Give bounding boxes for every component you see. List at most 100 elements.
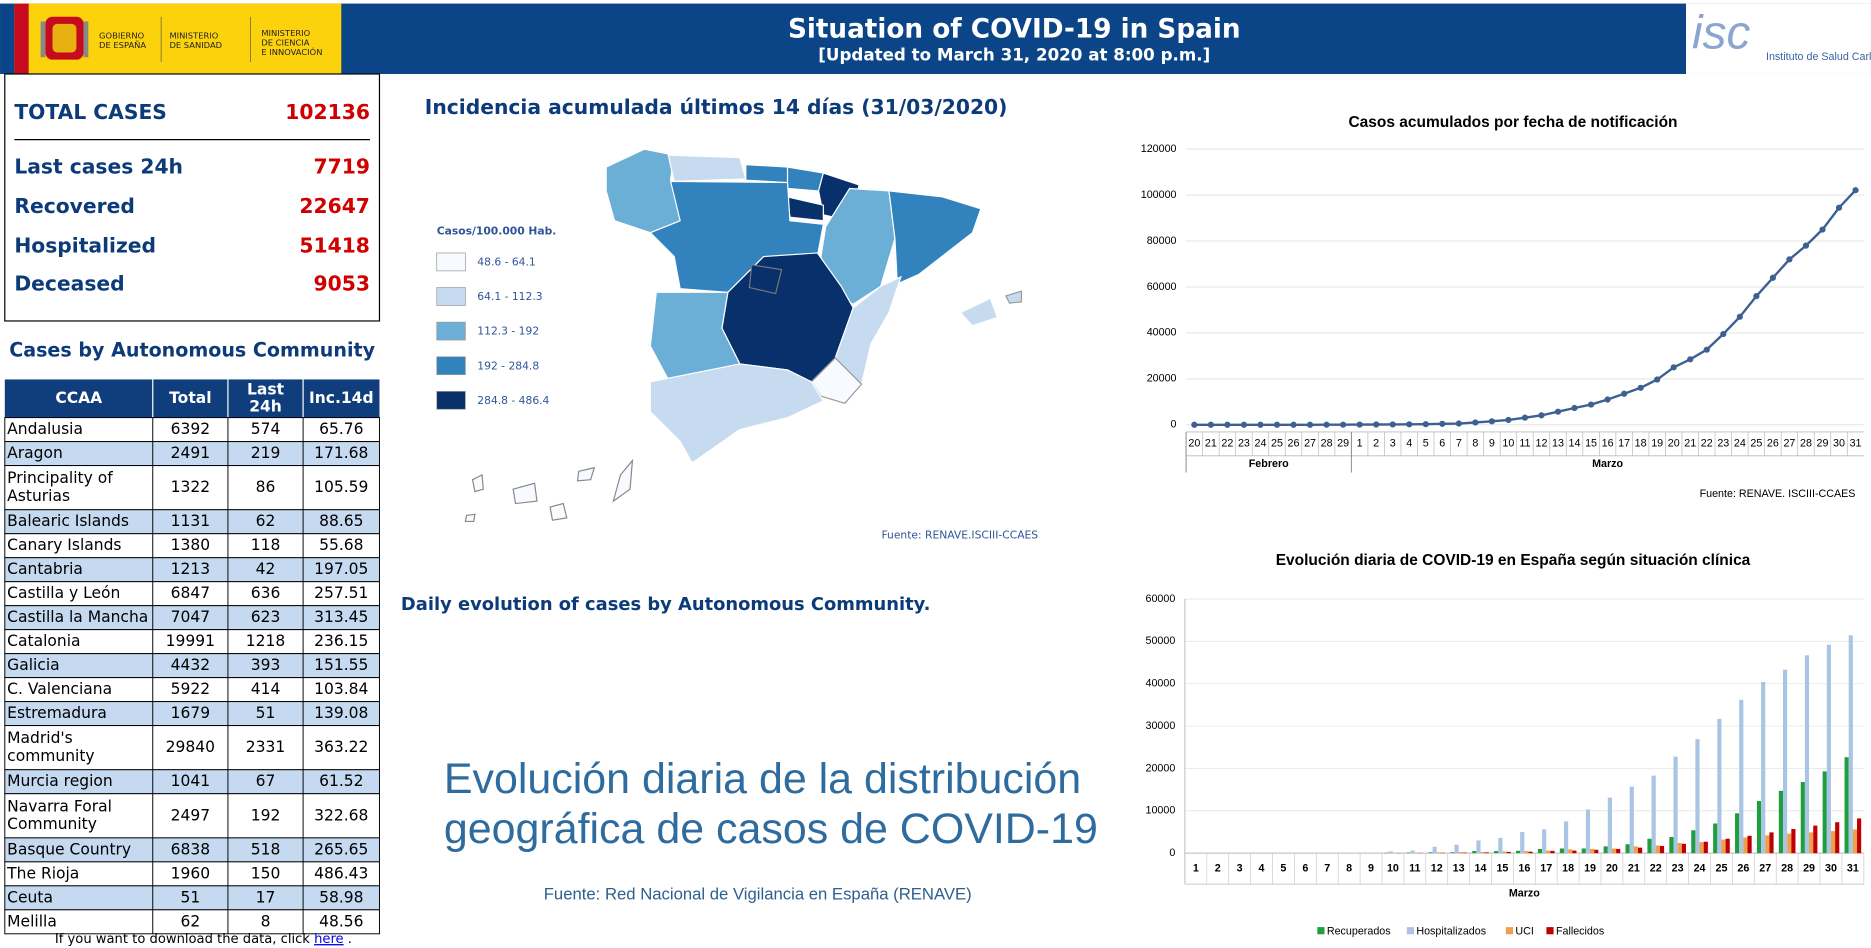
summary-value: 9053 (314, 272, 370, 296)
region (745, 164, 789, 184)
point (1687, 356, 1694, 363)
x-tick-label: 13 (1453, 862, 1465, 874)
x-group-label: Marzo (1592, 458, 1623, 470)
cell-value: 2491 (171, 444, 210, 462)
cell-value: 265.65 (314, 840, 368, 858)
download-link[interactable]: here (314, 932, 344, 947)
bar (1450, 852, 1455, 854)
point (1455, 420, 1462, 427)
x-tick-label: 5 (1280, 862, 1286, 874)
x-tick-label: 27 (1783, 438, 1795, 450)
bar (1568, 849, 1573, 854)
x-group-label: Febrero (1249, 458, 1289, 470)
region (888, 190, 982, 285)
ccaa-name: Madrid's (7, 729, 73, 747)
cell-value: 518 (251, 840, 281, 858)
x-tick-label: 30 (1825, 862, 1837, 874)
x-tick-label: 20 (1188, 438, 1200, 450)
ccaa-name: Galicia (7, 656, 59, 674)
bar (1476, 840, 1481, 854)
bar (1852, 829, 1858, 854)
legend-swatch (436, 287, 466, 306)
gov-line: DE SANIDAD (169, 40, 222, 50)
bar (1436, 852, 1441, 854)
daily-title: Daily evolution of cases by Autonomous C… (401, 594, 931, 615)
cell-value: 105.59 (314, 478, 368, 496)
region (786, 196, 824, 222)
bar (1835, 822, 1840, 854)
x-tick-label: 22 (1701, 438, 1713, 450)
bar (1769, 832, 1774, 854)
x-tick-label: 9 (1489, 438, 1495, 450)
cell-value: 322.68 (314, 806, 368, 824)
bar (1659, 845, 1665, 854)
point (1257, 421, 1264, 428)
gov-line: DE CIENCIA (261, 37, 309, 47)
chart-source: Fuente: RENAVE. ISCIII-CCAES (1700, 488, 1856, 500)
charts: Casos acumulados por fecha de notificaci… (1141, 114, 1865, 938)
daily-source: Fuente: Red Nacional de Vigilancia en Es… (544, 884, 972, 903)
chart-title: Evolución diaria de COVID-19 en España s… (1276, 552, 1751, 569)
summary-label: Last cases 24h (14, 155, 183, 179)
gov-line: MINISTERIO (261, 28, 310, 38)
bar (1673, 756, 1678, 854)
ccaa-name: Castilla la Mancha (7, 608, 148, 626)
point (1505, 416, 1512, 424)
legend-swatch (1546, 927, 1554, 935)
x-tick-label: 24 (1734, 438, 1746, 450)
cell-value: 1322 (171, 478, 210, 496)
gov-line: MINISTERIO (169, 30, 218, 40)
daily-heading: geográfica de casos de COVID-19 (444, 805, 1098, 853)
bar (1677, 842, 1682, 854)
ccaa-name: Community (7, 815, 97, 833)
point (1786, 256, 1793, 263)
x-tick-label: 29 (1803, 862, 1815, 874)
ccaa-name: Balearic Islands (7, 512, 129, 530)
point (1207, 421, 1214, 428)
point (1753, 293, 1760, 300)
x-tick-label: 26 (1288, 438, 1300, 450)
cell-value: 51 (180, 888, 200, 906)
bar (1542, 829, 1547, 854)
point (1621, 390, 1628, 397)
point (1306, 421, 1314, 428)
bar (1410, 850, 1415, 854)
y-tick-label: 30000 (1146, 720, 1176, 732)
ccaa-name: Melilla (7, 912, 57, 930)
x-tick-label: 6 (1302, 862, 1308, 874)
legend-swatch (1505, 927, 1514, 935)
cell-value: 1213 (171, 560, 210, 578)
bar (1804, 655, 1810, 854)
bar (1782, 669, 1788, 854)
x-tick-label: 5 (1423, 438, 1429, 450)
table-row (4, 909, 380, 935)
bar (1590, 848, 1595, 854)
bar (1480, 851, 1485, 854)
bar (1581, 848, 1586, 854)
point (1191, 421, 1198, 428)
cell-value: 1960 (171, 864, 210, 882)
cell-value: 55.68 (319, 536, 363, 554)
bar (1813, 825, 1818, 854)
bar (1563, 821, 1569, 854)
point (1703, 346, 1710, 353)
bar (1537, 848, 1543, 854)
map-title: Incidencia acumulada últimos 14 días (31… (425, 95, 1008, 119)
bar (1524, 851, 1529, 854)
cell-value: 1041 (171, 772, 210, 790)
x-tick-label: 21 (1205, 438, 1217, 450)
bar (1669, 837, 1674, 854)
cell-value: 363.22 (314, 738, 368, 756)
x-tick-label: 15 (1585, 438, 1597, 450)
point (1538, 412, 1545, 419)
y-tick-label: 0 (1169, 847, 1175, 859)
point (1554, 408, 1562, 415)
y-tick-label: 20000 (1147, 373, 1177, 385)
x-tick-label: 22 (1221, 438, 1233, 450)
point (1340, 421, 1347, 428)
x-tick-label: 28 (1800, 438, 1812, 450)
table-row (4, 793, 380, 839)
series-line (1194, 189, 1857, 426)
region (464, 513, 476, 523)
bar (1756, 801, 1762, 854)
